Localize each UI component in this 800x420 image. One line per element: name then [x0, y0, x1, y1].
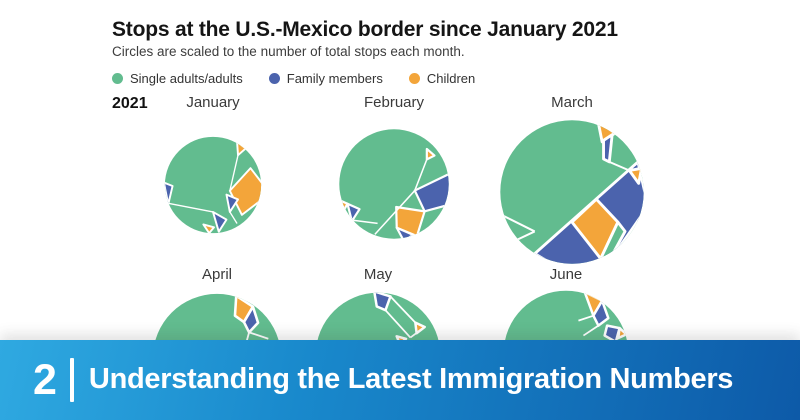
month-bubble-february: [339, 129, 449, 239]
banner-divider: [69, 358, 74, 402]
legend-label: Children: [426, 71, 476, 86]
month-bubble-january: [164, 136, 262, 234]
legend-dot-icon: [112, 73, 123, 84]
month-bubble-march: [500, 120, 644, 264]
chart-subtitle: Circles are scaled to the number of tota…: [112, 44, 465, 59]
month-label-may: May: [363, 266, 393, 283]
banner-title: Understanding the Latest Immigration Num…: [88, 362, 734, 395]
month-label-april: April: [201, 266, 232, 283]
year-label: 2021: [112, 95, 148, 112]
legend: Single adults/adults Family members Childr…: [112, 71, 475, 86]
month-label-january: January: [186, 94, 240, 111]
banner-section-number: 2: [33, 355, 57, 404]
legend-label: Single adults/adults: [130, 71, 243, 86]
legend-item-2: Children: [408, 71, 476, 86]
month-label-june: June: [549, 266, 583, 283]
month-label-march: March: [551, 94, 593, 111]
legend-item-1: Family members: [268, 71, 383, 86]
legend-item-0: Single adults/adults: [112, 71, 243, 86]
legend-dot-icon: [408, 73, 420, 84]
month-label-february: February: [363, 94, 425, 111]
legend-dot-icon: [268, 73, 280, 84]
chart-title: Stops at the U.S.-Mexico border since Ja…: [112, 18, 618, 41]
legend-label: Family members: [286, 71, 383, 86]
bottom-banner: 2 Understanding the Latest Immigration N…: [0, 340, 800, 420]
